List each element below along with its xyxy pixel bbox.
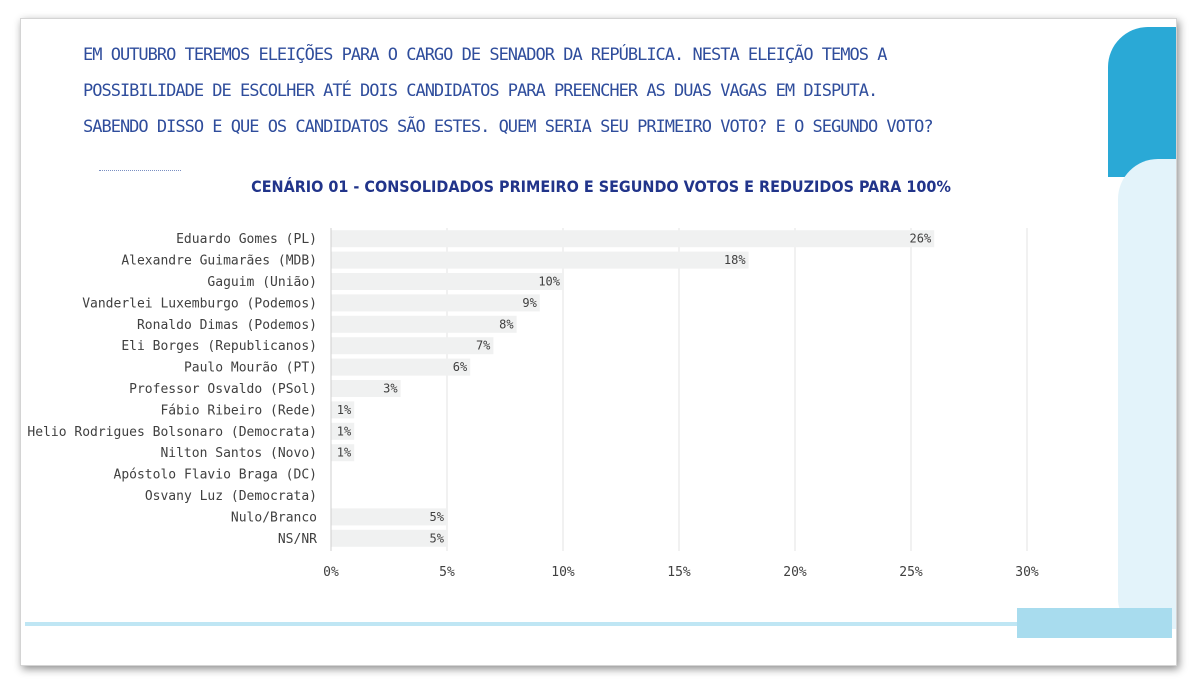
category-label: Helio Rodrigues Bolsonaro (Democrata) <box>27 425 317 440</box>
data-label: 18% <box>724 253 746 267</box>
decorative-shape-light <box>1118 159 1176 629</box>
data-label: 9% <box>522 296 537 310</box>
decorative-shape-dark <box>1108 27 1176 177</box>
category-label: NS/NR <box>278 532 317 547</box>
bar <box>331 337 494 355</box>
data-label: 3% <box>383 382 398 396</box>
category-label: Eduardo Gomes (PL) <box>176 232 317 247</box>
x-tick-label: 25% <box>899 565 923 580</box>
category-label: Paulo Mourão (PT) <box>184 361 317 376</box>
bar <box>331 529 447 547</box>
bar <box>331 315 517 333</box>
category-label: Ronaldo Dimas (Podemos) <box>137 318 317 333</box>
data-label: 1% <box>337 403 352 417</box>
category-label: Nulo/Branco <box>231 510 317 525</box>
data-label: 10% <box>538 275 560 289</box>
bar <box>331 273 563 290</box>
bar <box>331 508 447 526</box>
x-tick-label: 30% <box>1015 565 1039 580</box>
bar-chart: Eduardo Gomes (PL) 26% Alexandre Guimarães… <box>27 228 1039 580</box>
bar <box>331 251 749 269</box>
category-label: Eli Borges (Republicanos) <box>121 339 317 354</box>
x-tick-label: 5% <box>439 565 455 580</box>
x-tick-label: 0% <box>323 565 339 580</box>
question-line: SABENDO DISSO E QUE OS CANDIDATOS SÃO ES… <box>83 117 934 137</box>
data-label: 5% <box>430 510 445 524</box>
x-tick-label: 15% <box>667 565 691 580</box>
category-label: Vanderlei Luxemburgo (Podemos) <box>82 296 317 311</box>
bar <box>331 380 401 397</box>
category-label: Professor Osvaldo (PSol) <box>129 382 317 397</box>
category-label: Osvany Luz (Democrata) <box>145 489 317 504</box>
bar <box>331 294 540 312</box>
data-label: 1% <box>337 446 352 460</box>
bar <box>331 444 355 462</box>
data-label: 8% <box>499 317 514 331</box>
chart-title: CENÁRIO 01 - CONSOLIDADOS PRIMEIRO E SEG… <box>251 177 951 196</box>
bar <box>331 401 355 419</box>
decorative-bottom-block <box>1017 608 1172 638</box>
x-tick-label: 20% <box>783 565 807 580</box>
category-label: Gaguim (União) <box>207 275 317 290</box>
data-label: 26% <box>910 232 932 246</box>
bar <box>331 358 471 376</box>
category-label: Fábio Ribeiro (Rede) <box>160 403 317 418</box>
data-label: 6% <box>453 360 468 374</box>
survey-question: EM OUTUBRO TEREMOS ELEIÇÕES PARA O CARGO… <box>83 37 983 145</box>
category-label: Alexandre Guimarães (MDB) <box>121 254 317 269</box>
category-label: Apóstolo Flavio Braga (DC) <box>114 468 318 483</box>
slide: EM OUTUBRO TEREMOS ELEIÇÕES PARA O CARGO… <box>20 18 1177 666</box>
question-line: POSSIBILIDADE DE ESCOLHER ATÉ DOIS CANDI… <box>83 81 878 101</box>
x-tick-label: 10% <box>551 565 575 580</box>
data-label: 5% <box>430 531 445 545</box>
category-label: Nilton Santos (Novo) <box>160 446 317 461</box>
data-label: 7% <box>476 339 491 353</box>
decorative-bottom-line <box>25 622 1113 626</box>
bar <box>331 230 935 248</box>
data-label: 1% <box>337 424 352 438</box>
bar <box>331 422 355 440</box>
question-line: EM OUTUBRO TEREMOS ELEIÇÕES PARA O CARGO… <box>83 45 887 65</box>
dotted-divider <box>99 170 181 171</box>
